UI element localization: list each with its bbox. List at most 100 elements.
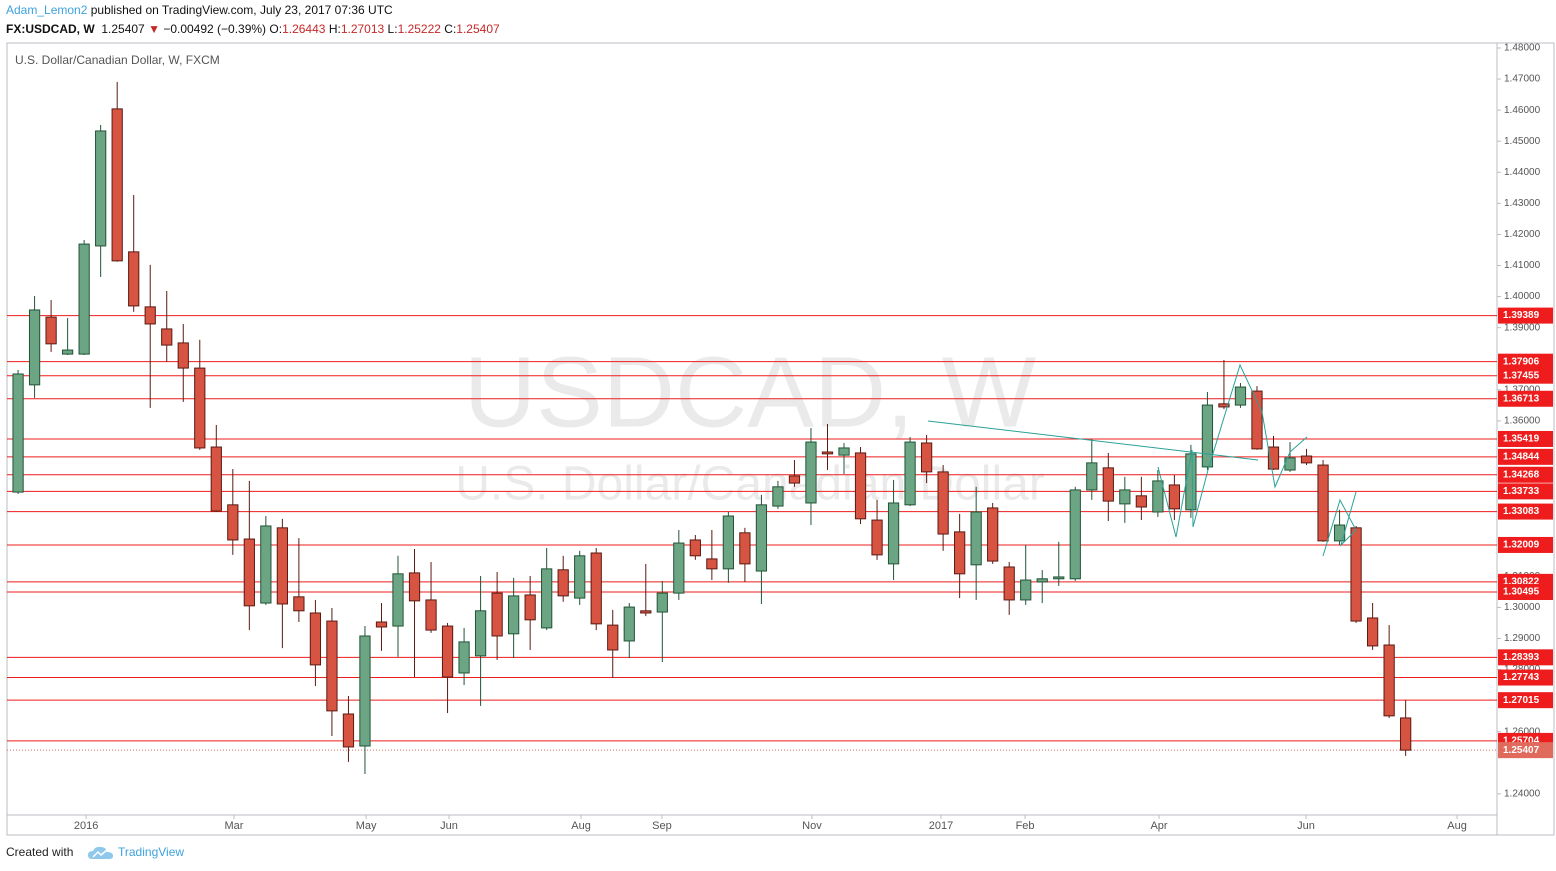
candle-body (1003, 566, 1015, 601)
candle-body (1218, 403, 1230, 408)
symbol: FX:USDCAD, W (6, 22, 95, 36)
level-label: 1.30495 (1503, 587, 1540, 598)
drawings (927, 363, 1357, 557)
candle-body (854, 452, 867, 520)
candle-body (1069, 489, 1081, 580)
candle-body (194, 367, 206, 449)
axes: 1.48000 1.47000 1.46000 1.45000 1.44000 1.430… (74, 43, 1553, 832)
candle-body (227, 504, 239, 541)
candle-body (177, 342, 189, 369)
candle-body (590, 552, 602, 625)
candle-body (788, 475, 801, 484)
level-label: 1.33733 (1503, 486, 1540, 497)
header-line-2: FX:USDCAD, W 1.25407 ▼ −0.00492 (−0.39%)… (6, 22, 500, 36)
x-tick-label: Jun (440, 820, 458, 832)
candle-body (1400, 717, 1412, 751)
candle-body (1317, 464, 1329, 542)
candle-body (62, 349, 74, 355)
candle-body (755, 504, 768, 572)
candle-body (557, 569, 569, 597)
y-tick-label: 1.26000 (1504, 726, 1541, 737)
y-tick-label: 1.37000 (1504, 384, 1541, 395)
logo (88, 846, 113, 859)
level-label-box (1498, 367, 1553, 384)
candle-body (954, 531, 966, 575)
candle-body (920, 442, 933, 473)
level-label: 1.32009 (1503, 540, 1540, 551)
candle-body (805, 441, 817, 504)
l-label: L: (387, 22, 398, 36)
candle-body (1102, 467, 1114, 502)
candle-body (474, 610, 487, 657)
level-label: 1.33083 (1503, 506, 1540, 517)
chart: USDCAD, W U.S. Dollar/Canadian Dollar 1.… (6, 42, 1555, 836)
candle-body (408, 572, 421, 602)
level-label-box (1498, 390, 1553, 407)
candle-body (1036, 578, 1048, 583)
header-line-1: Adam_Lemon2 published on TradingView.com… (6, 3, 393, 17)
candle-body (508, 595, 520, 635)
candle-body (78, 243, 90, 355)
candle-body (1086, 462, 1098, 491)
created-with: Created with (6, 845, 74, 859)
candle-body (772, 486, 784, 507)
candle-body (375, 621, 388, 628)
level-label-box (1498, 353, 1553, 370)
level-label-box (1498, 692, 1553, 709)
y-tick-label: 1.41000 (1504, 260, 1541, 271)
candle-body (491, 592, 503, 637)
x-tick-label: May (356, 820, 377, 832)
level-label-box (1498, 584, 1553, 601)
x-tick-label: Sep (652, 820, 672, 832)
y-tick-label: 1.43000 (1504, 198, 1541, 209)
level-label-box (1498, 503, 1553, 520)
trend-line (927, 420, 1259, 461)
y-tick-label: 1.40000 (1504, 291, 1541, 302)
candle-body (95, 130, 107, 247)
y-tick-label: 1.30000 (1504, 602, 1541, 613)
level-label: 1.36713 (1503, 393, 1540, 404)
candle-body (607, 624, 619, 651)
x-tick-label: 2017 (929, 820, 953, 832)
candle-body (821, 451, 834, 455)
candle-body (441, 625, 454, 678)
logo-cloud (88, 846, 113, 859)
open: 1.26443 (282, 22, 326, 36)
candle-body (1053, 576, 1065, 580)
level-label: 1.27743 (1503, 672, 1540, 683)
candle-body (673, 542, 685, 594)
x-tick-label: 2016 (74, 820, 98, 832)
level-label: 1.34844 (1503, 451, 1540, 462)
candle-body (838, 447, 850, 456)
level-label: 1.25704 (1503, 736, 1540, 747)
candle-body (161, 328, 173, 346)
level-label-box (1498, 466, 1553, 483)
y-tick-label: 1.47000 (1504, 74, 1541, 85)
x-tick-label: Nov (802, 820, 822, 832)
candle-body (937, 471, 949, 535)
candle-body (1135, 495, 1147, 508)
brand[interactable]: TradingView (118, 845, 185, 859)
x-tick-label: Apr (1150, 820, 1167, 832)
candle-body (1267, 446, 1280, 470)
last-price-label: 1.25407 (1503, 745, 1540, 756)
x-tick-label: Feb (1016, 820, 1035, 832)
watermark-sub: U.S. Dollar/Canadian Dollar (455, 458, 1045, 511)
change: −0.00492 (−0.39%) (163, 22, 267, 36)
c-label: C: (444, 22, 457, 36)
levels (7, 315, 1497, 751)
level-label-box (1498, 483, 1553, 500)
level-label: 1.34268 (1503, 469, 1540, 480)
y-tick-label: 1.24000 (1504, 789, 1541, 800)
y-tick-label: 1.46000 (1504, 105, 1541, 116)
candle-body (260, 525, 272, 604)
last-price-box (1498, 742, 1553, 759)
candle-body (12, 373, 24, 493)
level-label: 1.28393 (1503, 652, 1540, 663)
low: 1.25222 (397, 22, 441, 36)
candle-body (640, 610, 652, 614)
author[interactable]: Adam_Lemon2 (6, 3, 88, 17)
candle-body (1383, 644, 1395, 717)
level-label-box (1498, 307, 1553, 324)
pattern-line (1322, 491, 1357, 557)
